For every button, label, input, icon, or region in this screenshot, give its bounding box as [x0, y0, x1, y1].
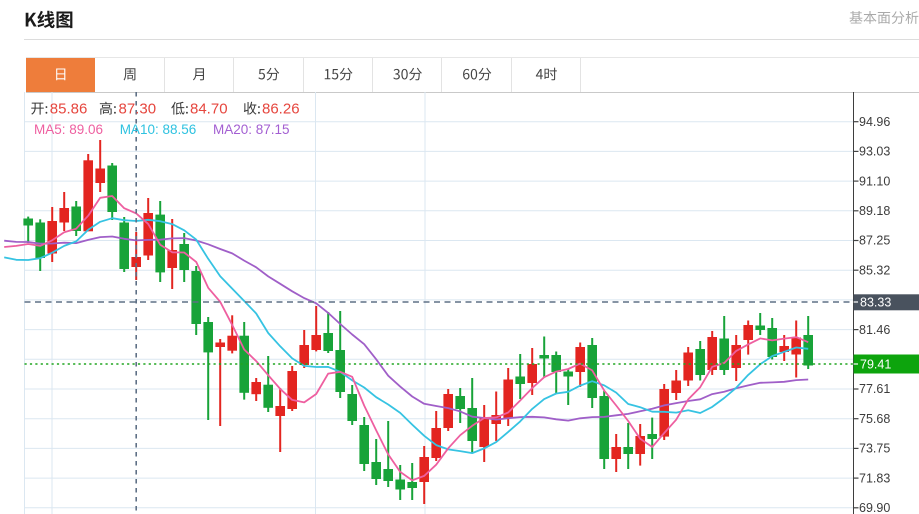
svg-text:87.25: 87.25 — [859, 234, 890, 248]
svg-text:93.03: 93.03 — [859, 145, 890, 159]
svg-text:MA20: 87.15: MA20: 87.15 — [213, 122, 290, 137]
svg-text:87.30: 87.30 — [119, 101, 157, 118]
svg-text:85.32: 85.32 — [859, 263, 890, 277]
svg-text:79.41: 79.41 — [860, 358, 891, 372]
svg-text:69.90: 69.90 — [859, 501, 890, 514]
svg-text:MA10: 88.56: MA10: 88.56 — [120, 122, 197, 137]
svg-text:71.83: 71.83 — [859, 471, 890, 485]
svg-text:81.46: 81.46 — [859, 323, 890, 337]
svg-text:89.18: 89.18 — [859, 204, 890, 218]
svg-text:75.68: 75.68 — [859, 412, 890, 426]
svg-text:83.33: 83.33 — [860, 296, 891, 310]
svg-text:77.61: 77.61 — [859, 382, 890, 396]
svg-text:85.86: 85.86 — [50, 101, 88, 118]
svg-text:94.96: 94.96 — [859, 115, 890, 129]
svg-text:73.75: 73.75 — [859, 442, 890, 456]
svg-text:MA5: 89.06: MA5: 89.06 — [34, 122, 103, 137]
svg-text:91.10: 91.10 — [859, 174, 890, 188]
svg-text:86.26: 86.26 — [262, 101, 300, 118]
svg-text:84.70: 84.70 — [190, 101, 228, 118]
